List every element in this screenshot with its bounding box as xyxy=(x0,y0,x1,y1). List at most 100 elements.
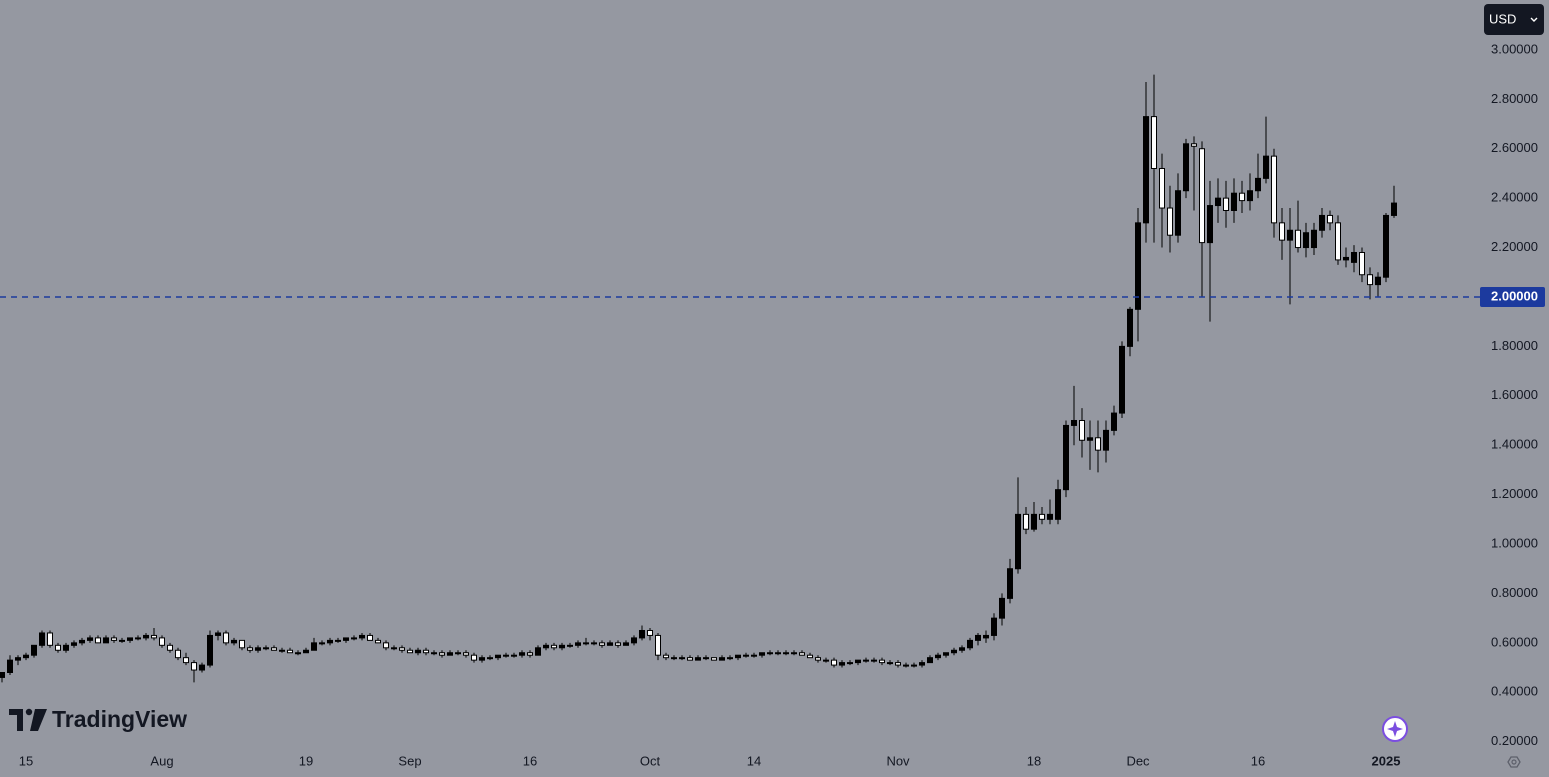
candle-body xyxy=(783,652,789,655)
candle-body xyxy=(1383,214,1389,278)
candle-body xyxy=(727,657,733,660)
x-tick-label: 18 xyxy=(1027,753,1041,768)
candle-body xyxy=(1231,192,1237,211)
currency-button[interactable] xyxy=(1484,4,1544,35)
candle-body xyxy=(1295,229,1301,249)
candle-body xyxy=(935,654,941,659)
candle-body xyxy=(95,637,101,644)
candle-body xyxy=(1319,214,1325,231)
y-tick-label: 2.80000 xyxy=(1491,91,1538,106)
candle-body xyxy=(1247,190,1253,202)
candle-body xyxy=(575,642,581,646)
candle-body xyxy=(895,662,901,666)
logo-mark xyxy=(25,708,33,716)
candle-body xyxy=(1063,424,1069,491)
candle-body xyxy=(1079,419,1085,441)
candle-body xyxy=(943,652,949,656)
candle-body xyxy=(471,654,477,661)
candle-body xyxy=(863,659,869,662)
y-tick-label: 1.40000 xyxy=(1491,437,1538,452)
candle-body xyxy=(719,657,725,661)
x-tick-label: 16 xyxy=(1251,753,1265,768)
candle-body xyxy=(31,644,37,656)
candle-body xyxy=(111,637,117,641)
candle-body xyxy=(15,657,21,661)
x-tick-label: Dec xyxy=(1126,753,1150,768)
candle-body xyxy=(167,644,173,651)
candle-body xyxy=(255,647,261,651)
price-line-label-bg xyxy=(1480,286,1545,307)
candle-body xyxy=(887,662,893,665)
currency-label[interactable]: USD xyxy=(1489,11,1516,26)
candle-body xyxy=(759,652,765,656)
candle-body xyxy=(751,654,757,657)
candle-body xyxy=(207,634,213,666)
candle-body xyxy=(1175,190,1181,236)
candle-body xyxy=(607,642,613,646)
candle-body xyxy=(999,597,1005,619)
y-tick-label: 1.00000 xyxy=(1491,535,1538,550)
candle-body xyxy=(1023,513,1029,530)
candle-body xyxy=(983,634,989,639)
candle-body xyxy=(679,657,685,660)
candle-body xyxy=(151,634,157,639)
candle-body xyxy=(271,647,277,651)
candle-body xyxy=(975,634,981,641)
candle-body xyxy=(183,657,189,664)
candle-body xyxy=(1167,207,1173,236)
candle-body xyxy=(23,654,29,659)
candle-body xyxy=(535,647,541,656)
y-tick-label: 0.60000 xyxy=(1491,634,1538,649)
candle-body xyxy=(1191,143,1197,147)
candle-body xyxy=(0,671,5,678)
candle-body xyxy=(247,647,253,651)
candle-body xyxy=(191,662,197,671)
x-tick-label: 19 xyxy=(299,753,313,768)
candle-body xyxy=(351,637,357,640)
candle-body xyxy=(695,657,701,661)
x-tick-label: 15 xyxy=(19,753,33,768)
candle-body xyxy=(7,659,13,673)
candle-body xyxy=(663,654,669,659)
candle-body xyxy=(775,652,781,655)
candle-body xyxy=(47,632,53,646)
y-tick-label: 1.20000 xyxy=(1491,486,1538,501)
candle-body xyxy=(831,659,837,666)
candle-body xyxy=(359,634,365,639)
candle-body xyxy=(1111,412,1117,431)
y-tick-label: 0.20000 xyxy=(1491,733,1538,748)
candle-body xyxy=(287,649,293,654)
candle-body xyxy=(1271,155,1277,224)
candle-body xyxy=(335,639,341,642)
candle-body xyxy=(1367,274,1373,286)
y-tick-label: 0.40000 xyxy=(1491,684,1538,699)
candles: 0.20000 0.40000 0.60000 0.80000 1.00000 1.200… xyxy=(0,41,1538,768)
candle-body xyxy=(503,654,509,657)
candle-body xyxy=(1335,222,1341,261)
candle-body xyxy=(1311,229,1317,249)
candle-body xyxy=(391,647,397,650)
candle-body xyxy=(383,642,389,649)
candle-body xyxy=(807,654,813,659)
y-tick-label: 0.80000 xyxy=(1491,585,1538,600)
candle-body xyxy=(79,639,85,644)
settings-button[interactable] xyxy=(1507,756,1521,768)
candle-body xyxy=(375,639,381,644)
candle-body xyxy=(1351,251,1357,263)
candle-body xyxy=(791,652,797,655)
logo-text: TradingView xyxy=(52,706,187,732)
candle-body xyxy=(527,652,533,656)
candle-body xyxy=(103,637,109,644)
candle-body xyxy=(1327,214,1333,224)
candle-body xyxy=(239,639,245,649)
candle-body xyxy=(703,657,709,660)
candle-body xyxy=(631,637,637,644)
x-tick-label: 2025 xyxy=(1372,753,1401,768)
candle-body xyxy=(847,662,853,665)
candle-body xyxy=(951,649,957,654)
candle-body xyxy=(903,664,909,667)
x-tick-label: 16 xyxy=(523,753,537,768)
x-tick-label: Sep xyxy=(398,753,421,768)
